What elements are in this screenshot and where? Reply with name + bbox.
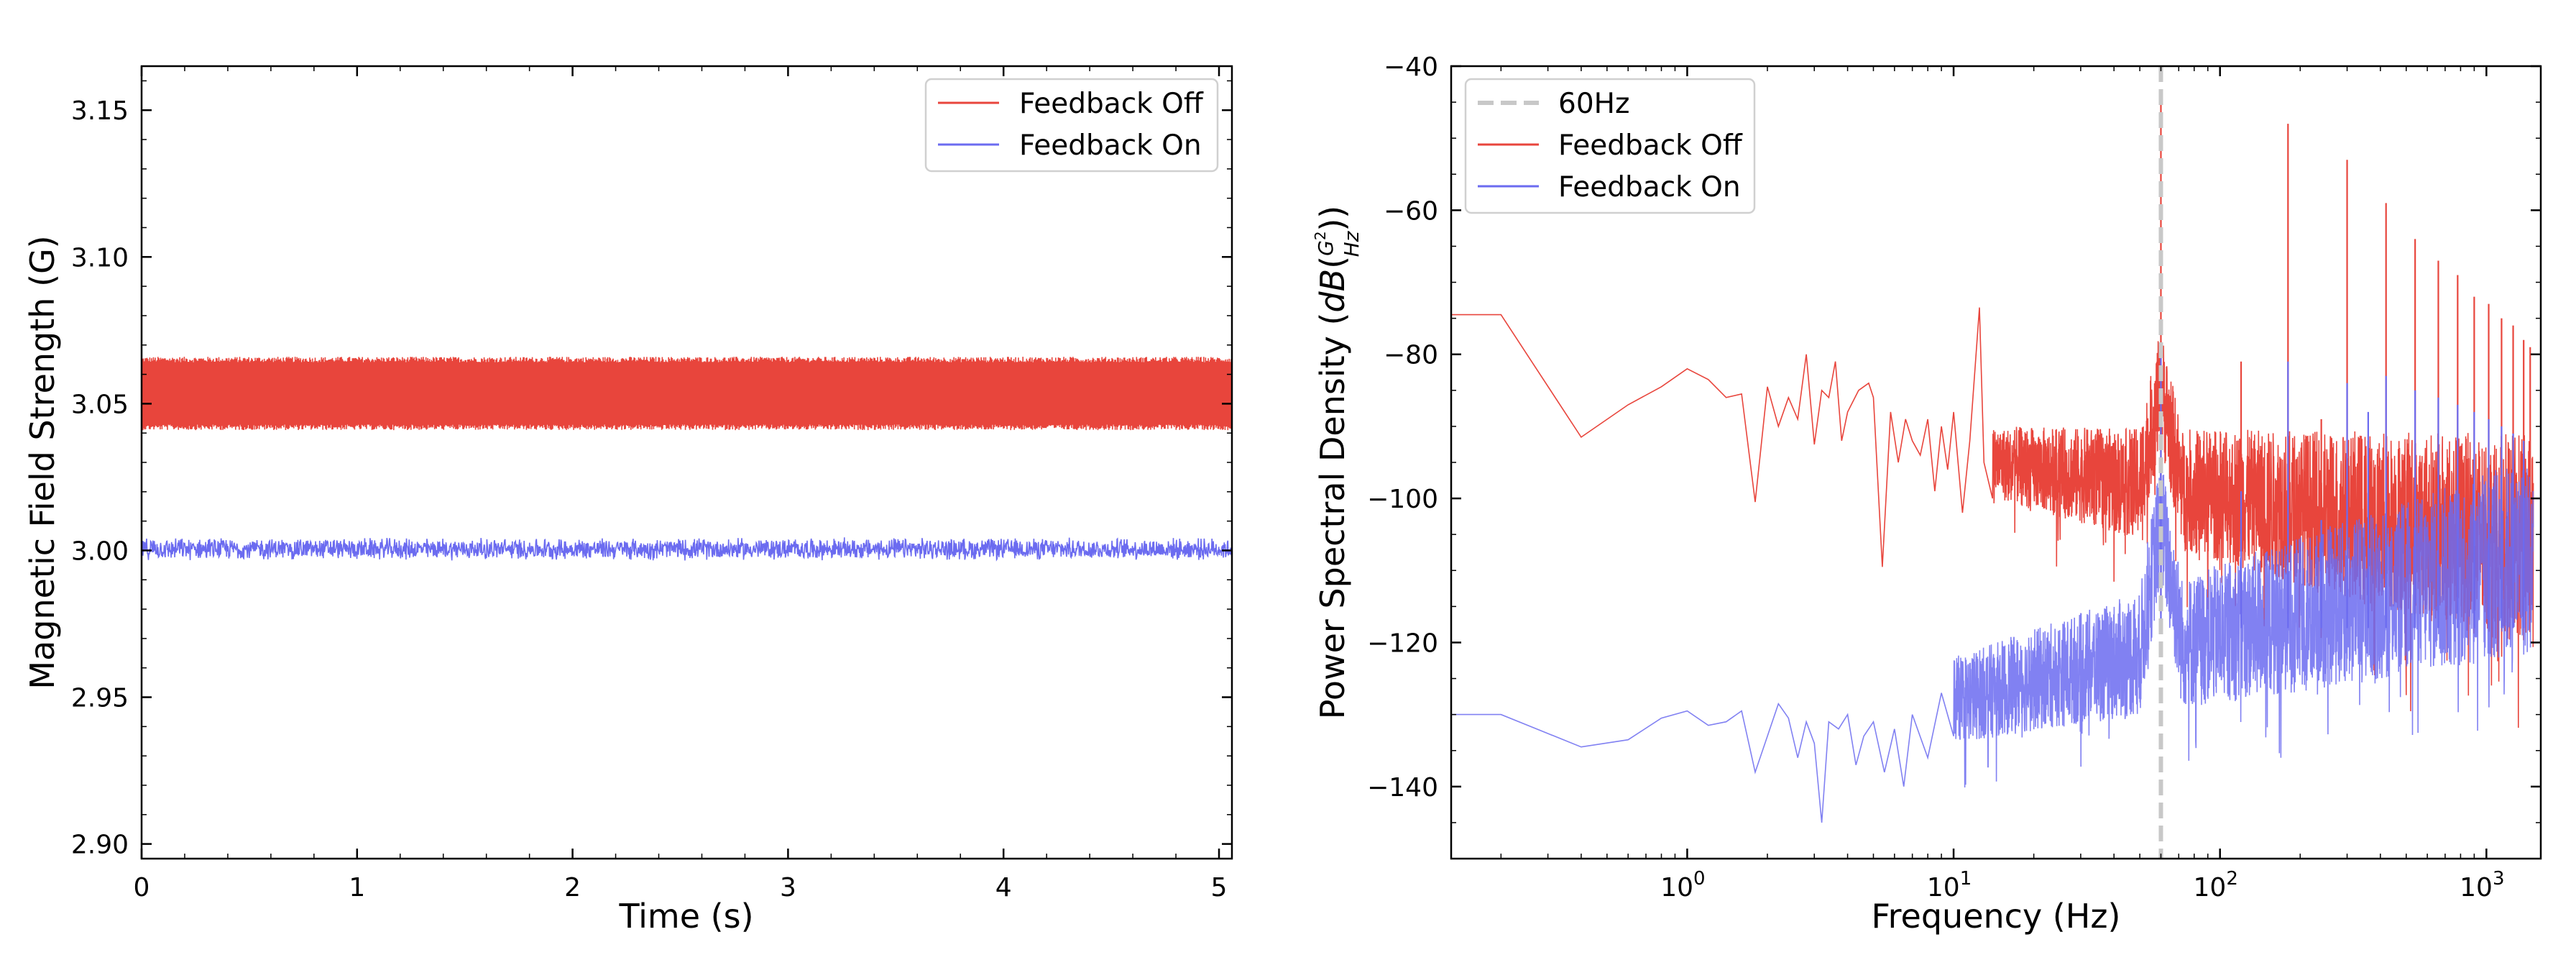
right-legend-label-off: Feedback Off xyxy=(1558,129,1743,162)
right-x-axis-label: Frequency (Hz) xyxy=(1872,897,2121,936)
right-x-tick-label: 100 xyxy=(1660,868,1705,903)
right-y-tick-label: −40 xyxy=(1384,52,1438,82)
left-legend: Feedback Off Feedback On xyxy=(924,78,1219,173)
left-x-tick-label: 2 xyxy=(564,873,581,903)
left-legend-label-on: Feedback On xyxy=(1019,129,1202,162)
right-x-tick-label: 101 xyxy=(1927,868,1972,903)
left-y-axis: 2.90 2.95 3.00 3.05 3.10 3.15 xyxy=(71,80,1232,860)
svg-text:Power Spectral Density (dB(G2H: Power Spectral Density (dB(G2 Hz)) xyxy=(1312,206,1363,720)
left-series-feedback-off xyxy=(142,357,1232,431)
left-plot-area xyxy=(142,66,1232,859)
right-y-label-prefix: Power Spectral Density ( xyxy=(1313,313,1352,720)
right-y-tick-label: −100 xyxy=(1367,485,1438,514)
right-series-feedback-on xyxy=(1451,468,2534,823)
right-legend: 60Hz Feedback Off Feedback On xyxy=(1464,78,1756,214)
right-y-label-den: Hz xyxy=(1340,230,1363,257)
left-x-tick-label: 5 xyxy=(1211,873,1228,903)
right-x-tick-label: 103 xyxy=(2460,868,2504,903)
right-y-tick-label: −60 xyxy=(1384,196,1438,226)
left-y-tick-label: 2.90 xyxy=(71,831,129,860)
right-y-label-db: dB xyxy=(1313,269,1352,313)
left-y-axis-label: Magnetic Field Strength (G) xyxy=(23,235,62,689)
right-legend-label-60hz: 60Hz xyxy=(1558,88,1629,120)
right-y-axis: −140 −120 −100 −80 −60 −40 xyxy=(1367,52,2541,859)
right-x-tick-label: 102 xyxy=(2194,868,2238,903)
left-series-feedback-on xyxy=(142,537,1232,562)
right-y-label-close: )) xyxy=(1313,206,1352,232)
left-x-tick-label: 3 xyxy=(780,873,796,903)
left-legend-label-off: Feedback Off xyxy=(1019,88,1204,120)
left-series-layer xyxy=(142,357,1232,562)
right-legend-label-on: Feedback On xyxy=(1558,171,1741,204)
left-x-tick-label: 4 xyxy=(995,873,1012,903)
right-y-axis-label: Power Spectral Density (dB(G2 Hz)) xyxy=(1312,206,1363,720)
time-series-chart: 0 1 2 3 4 5 2.90 2.95 3.00 3.05 3.10 3.15 Time (s)… xyxy=(23,65,1233,936)
psd-chart: 100 101 102 103 −140 −120 −100 −80 −60 −40 Frequ… xyxy=(1312,52,2542,936)
right-y-label-num: G xyxy=(1314,240,1338,256)
left-y-tick-label: 3.00 xyxy=(71,536,129,566)
right-legend-frame xyxy=(1464,78,1756,214)
right-y-label-exp: 2 xyxy=(1312,231,1329,240)
left-y-tick-label: 3.05 xyxy=(71,390,129,419)
left-x-tick-label: 1 xyxy=(349,873,365,903)
left-y-tick-label: 3.15 xyxy=(71,96,129,126)
left-x-axis-label: Time (s) xyxy=(618,897,753,936)
left-y-tick-label: 2.95 xyxy=(71,684,129,713)
right-y-tick-label: −140 xyxy=(1367,773,1438,803)
left-y-tick-label: 3.10 xyxy=(71,243,129,273)
right-x-axis: 100 101 102 103 xyxy=(1500,66,2505,903)
left-x-tick-label: 0 xyxy=(134,873,150,903)
right-y-label-open: ( xyxy=(1313,256,1352,269)
right-series-layer xyxy=(1451,66,2534,859)
left-x-axis: 0 1 2 3 4 5 xyxy=(134,66,1228,903)
right-y-tick-label: −120 xyxy=(1367,629,1438,658)
right-y-tick-label: −80 xyxy=(1384,341,1438,370)
